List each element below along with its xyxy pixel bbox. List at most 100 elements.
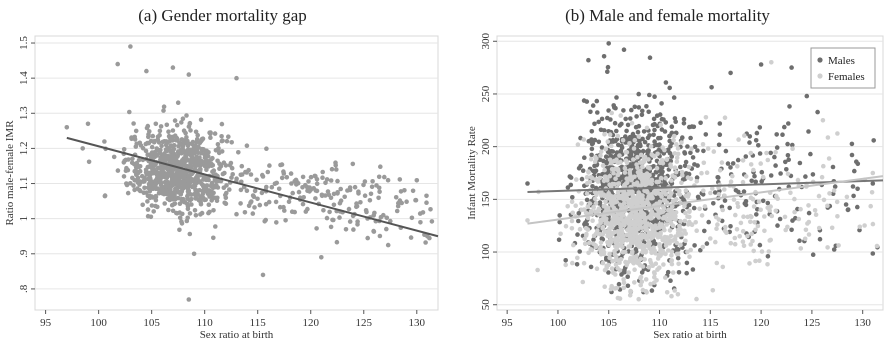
chart-title: (a) Gender mortality gap <box>138 6 307 25</box>
scatter-point <box>121 174 127 179</box>
scatter-point <box>849 141 855 147</box>
scatter-point <box>627 141 632 146</box>
scatter-point <box>569 226 575 231</box>
scatter-point <box>187 231 193 237</box>
y-tick-label: 1.2 <box>18 142 30 156</box>
scatter-point <box>672 165 678 170</box>
scatter-point <box>759 169 765 175</box>
scatter-point <box>699 213 705 218</box>
scatter-chart-b: 50 100 150 200 250 300 95 100 105 110 115 120 125 130… <box>466 33 884 341</box>
scatter-point <box>172 133 178 138</box>
scatter-point <box>184 218 190 224</box>
scatter-point <box>817 236 823 242</box>
scatter-point <box>677 188 682 194</box>
scatter-point <box>652 271 657 276</box>
y-tick-label: 100 <box>480 243 492 260</box>
scatter-point <box>607 251 612 257</box>
scatter-point <box>144 68 149 74</box>
scatter-point <box>782 214 788 220</box>
scatter-point <box>145 123 151 129</box>
scatter-point <box>772 154 777 160</box>
scatter-point <box>166 145 172 151</box>
scatter-point <box>128 44 133 49</box>
scatter-point <box>829 225 835 231</box>
scatter-point <box>796 216 802 222</box>
scatter-point <box>758 161 763 166</box>
scatter-point <box>716 175 721 180</box>
scatter-point <box>825 135 831 140</box>
scatter-point <box>194 139 199 145</box>
scatter-point <box>704 170 710 175</box>
scatter-point <box>602 132 607 137</box>
scatter-point <box>158 157 163 163</box>
scatter-point <box>815 109 820 115</box>
scatter-point <box>652 153 657 159</box>
scatter-point <box>251 194 257 200</box>
scatter-point <box>609 143 614 149</box>
scatter-point <box>292 209 298 215</box>
scatter-point <box>607 132 613 137</box>
scatter-point <box>621 201 627 206</box>
scatter-point <box>672 151 678 156</box>
scatter-point <box>657 142 662 147</box>
scatter-point <box>171 157 176 162</box>
scatter-point <box>592 196 598 202</box>
scatter-point <box>752 173 757 179</box>
scatter-point <box>586 57 591 63</box>
scatter-point <box>384 226 389 232</box>
scatter-point <box>593 168 599 173</box>
scatter-point <box>615 181 621 187</box>
scatter-point <box>674 251 680 257</box>
scatter-point <box>665 212 670 218</box>
scatter-point <box>626 226 631 232</box>
scatter-point <box>635 236 641 242</box>
scatter-point <box>314 226 319 231</box>
scatter-point <box>857 227 862 233</box>
scatter-point <box>127 109 132 115</box>
scatter-point <box>632 104 638 110</box>
scatter-point <box>600 163 606 168</box>
scatter-point <box>590 103 596 108</box>
scatter-point <box>176 178 182 183</box>
scatter-point <box>748 150 754 156</box>
scatter-point <box>836 243 841 248</box>
scatter-point <box>609 232 614 237</box>
scatter-point <box>589 146 595 152</box>
scatter-point <box>185 189 191 194</box>
y-tick-label: 1.4 <box>18 71 30 85</box>
scatter-point <box>677 192 683 197</box>
scatter-point <box>312 173 318 179</box>
scatter-point <box>778 171 783 176</box>
scatter-point <box>760 198 766 204</box>
scatter-point <box>727 205 732 211</box>
scatter-point <box>324 215 330 221</box>
scatter-point <box>343 227 349 232</box>
scatter-point <box>608 153 614 159</box>
scatter-point <box>652 94 657 99</box>
scatter-point <box>179 219 184 224</box>
scatter-point <box>703 132 709 137</box>
scatter-point <box>184 139 189 144</box>
scatter-point <box>728 240 734 246</box>
scatter-point <box>278 162 283 168</box>
scatter-point <box>730 161 736 166</box>
scatter-point <box>816 193 822 199</box>
scatter-point <box>806 129 811 134</box>
scatter-point <box>331 202 337 208</box>
scatter-point <box>157 165 162 171</box>
scatter-point <box>725 161 731 166</box>
scatter-point <box>642 220 648 225</box>
scatter-point <box>378 164 383 169</box>
scatter-point <box>626 249 631 254</box>
scatter-point <box>675 292 681 297</box>
y-tick-label: .8 <box>18 284 30 293</box>
scatter-point <box>170 182 176 188</box>
scatter-point <box>300 201 306 207</box>
scatter-point <box>741 214 746 219</box>
scatter-point <box>624 128 629 134</box>
scatter-point <box>260 174 266 179</box>
scatter-point <box>612 218 617 223</box>
scatter-point <box>735 164 740 169</box>
scatter-point <box>682 204 687 209</box>
scatter-point <box>603 199 608 205</box>
